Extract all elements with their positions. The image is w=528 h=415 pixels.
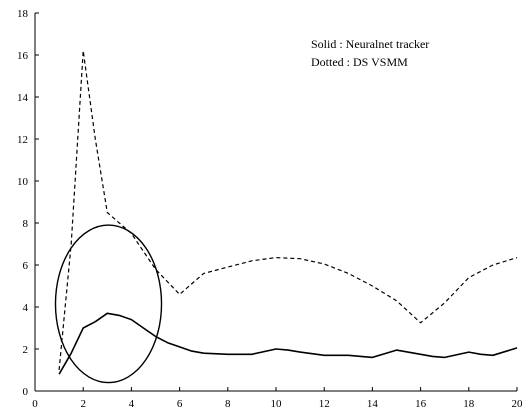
y-tick-label: 6: [23, 260, 29, 272]
x-tick-label: 2: [80, 398, 86, 410]
y-tick-label: 0: [23, 386, 29, 398]
x-tick-label: 4: [129, 398, 135, 410]
series-dotted-line: [58, 50, 518, 371]
x-tick-label: 8: [225, 398, 231, 410]
x-tick-label: 6: [177, 398, 183, 410]
x-tick-label: 20: [512, 398, 524, 410]
legend: Solid : Neuralnet tracker Dotted : DS VS…: [311, 37, 429, 69]
y-tick-label: 12: [17, 134, 28, 146]
y-tick-label: 16: [17, 50, 29, 62]
series-solid-line: [58, 312, 518, 375]
x-tick-label: 18: [463, 398, 475, 410]
legend-line-dotted: Dotted : DS VSMM: [311, 55, 408, 69]
highlight-ellipse: [54, 224, 163, 384]
y-tick-label: 8: [23, 218, 29, 230]
x-tick-label: 12: [319, 398, 330, 410]
x-tick-label: 10: [271, 398, 283, 410]
y-tick-label: 18: [17, 8, 29, 20]
y-tick-label: 10: [17, 176, 29, 188]
y-tick-label: 2: [23, 344, 29, 356]
annotation-group: [54, 224, 163, 384]
axes: 0 2 4 6 8 10 12 14 16 18 20 0 2 4 6 8 10 12 14 16 18: [17, 8, 523, 410]
legend-line-solid: Solid : Neuralnet tracker: [311, 37, 429, 51]
y-tick-label: 14: [17, 92, 29, 104]
series-group: [58, 50, 518, 375]
x-tick-label: 16: [415, 398, 427, 410]
x-tick-label: 14: [367, 398, 379, 410]
x-tick-label: 0: [32, 398, 38, 410]
y-tick-label: 4: [23, 302, 29, 314]
